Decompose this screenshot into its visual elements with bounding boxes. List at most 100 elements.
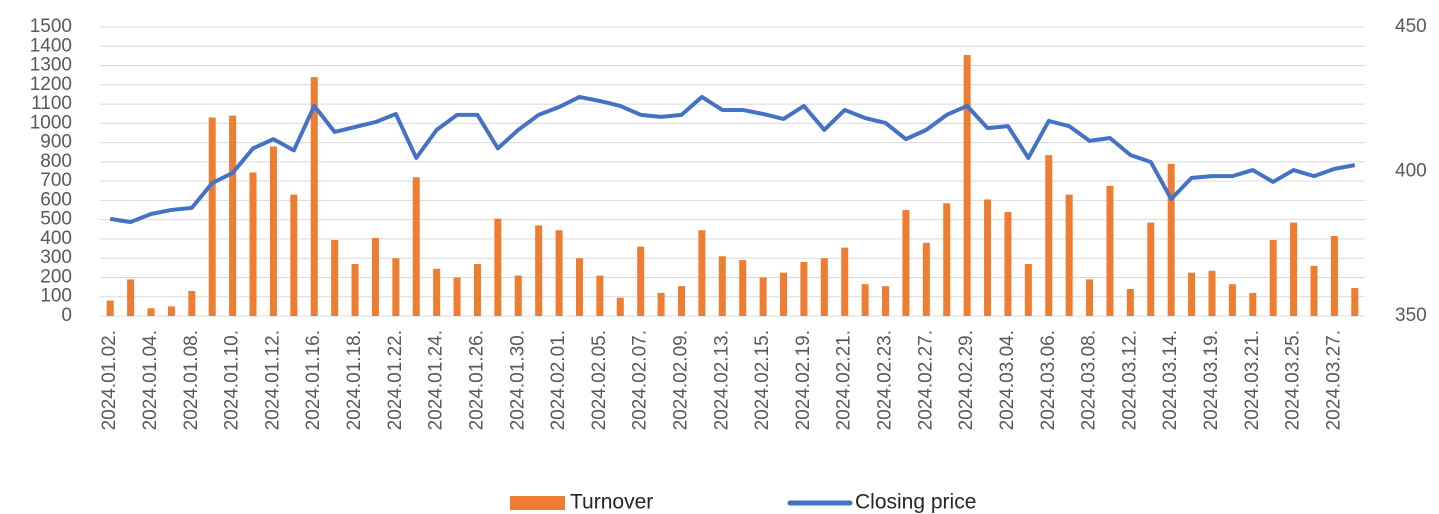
x-tick-label: 2024.01.22. [385,330,406,430]
y-tick-label: 1300 [30,55,72,76]
bar [453,277,461,316]
bar [229,115,237,316]
bar [371,237,379,316]
x-tick-label: 2024.01.10. [222,330,243,430]
y-tick-label: 900 [40,132,72,153]
bar [922,242,930,316]
y2-tick-label: 400 [1395,161,1427,182]
x-tick-label: 2024.03.21. [1242,330,1263,430]
bar [392,258,400,316]
bar [1086,279,1094,316]
bar [514,275,522,316]
bar [555,230,563,316]
y-tick-label: 1100 [31,93,72,114]
bar [657,292,665,316]
x-tick-label: 2024.02.05. [589,330,610,430]
bar [882,286,890,316]
x-tick-label: 2024.01.24. [426,330,447,430]
bar [1045,155,1053,316]
bar [780,272,788,316]
bar [1228,284,1236,316]
x-tick-label: 2024.03.25. [1283,330,1304,430]
y-tick-label: 100 [40,286,72,307]
bar [1310,265,1318,316]
x-tick-label: 2024.03.19. [1201,330,1222,430]
x-tick-label: 2024.01.08. [181,330,202,430]
bar [800,262,808,316]
y-tick-label: 200 [40,266,72,287]
y-tick-label: 500 [40,209,72,230]
bar [677,286,685,316]
bar [616,297,624,316]
bar [494,218,502,316]
x-tick-label: 2024.02.27. [915,330,936,430]
y-tick-label: 400 [40,228,72,249]
bar [596,275,604,316]
bar [637,246,645,316]
bar [759,277,767,316]
bar [575,258,583,316]
y2-tick-label: 450 [1395,16,1427,37]
bar [269,146,277,316]
x-tick-label: 2024.02.01. [548,330,569,430]
bar [188,290,196,316]
y-tick-label: 1000 [30,112,72,133]
x-tick-label: 2024.03.27. [1323,330,1344,430]
bar [106,300,114,316]
x-tick-label: 2024.02.29. [956,330,977,430]
bar [208,117,216,316]
legend-label: Turnover [570,491,653,514]
y-tick-label: 800 [40,151,72,172]
bar [331,239,339,316]
bar [820,258,828,316]
x-tick-label: 2024.01.18. [344,330,365,430]
bar [1249,292,1257,316]
bar [1065,194,1073,316]
y-tick-label: 1500 [30,16,72,37]
x-tick-label: 2024.01.30. [507,330,528,430]
bar [249,172,257,316]
bar [943,203,951,316]
bar [310,77,318,317]
x-tick-label: 2024.02.07. [630,330,651,430]
bar [1024,263,1032,316]
bar [473,263,481,316]
bar [1269,239,1277,316]
x-tick-label: 2024.02.21. [834,330,855,430]
bar [412,177,420,316]
x-tick-label: 2024.03.08. [1079,330,1100,430]
x-tick-label: 2024.01.26. [466,330,487,430]
bar [718,256,726,316]
bar [984,199,992,316]
x-tick-label: 2024.01.12. [262,330,283,430]
bar [1004,211,1012,316]
x-tick-label: 2024.01.16. [303,330,324,430]
y-tick-label: 1200 [30,74,72,95]
bar [1188,272,1196,316]
bar [739,260,747,316]
y-tick-label: 1400 [30,35,72,56]
x-tick-label: 2024.03.06. [1038,330,1059,430]
y-tick-label: 0 [61,305,72,326]
bar [698,230,706,316]
bar [1330,236,1338,316]
x-tick-label: 2024.02.15. [752,330,773,430]
x-tick-label: 2024.02.23. [875,330,896,430]
x-tick-label: 2024.02.09. [671,330,692,430]
x-tick-label: 2024.03.14. [1160,330,1181,430]
bar [861,284,869,316]
bar [1147,222,1155,316]
x-tick-label: 2024.03.12. [1119,330,1140,430]
bar [1167,163,1175,316]
bar [535,225,543,316]
y-tick-label: 300 [40,247,72,268]
bar [1208,270,1216,316]
x-tick-label: 2024.03.04. [997,330,1018,430]
y-tick-label: 600 [40,189,72,210]
bar [963,54,971,316]
bar [1290,222,1298,316]
bar [351,263,359,316]
legend-swatch [510,496,565,510]
bar [902,210,910,316]
